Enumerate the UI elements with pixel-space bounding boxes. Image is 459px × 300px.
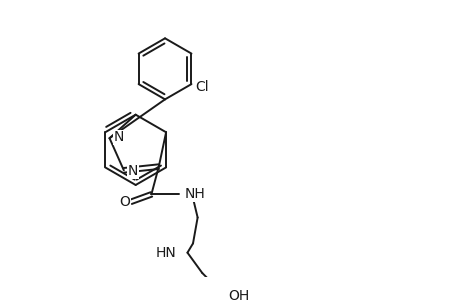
Text: HN: HN — [155, 246, 176, 260]
Text: NH: NH — [184, 188, 205, 201]
Text: OH: OH — [228, 289, 249, 300]
Text: N: N — [127, 164, 138, 178]
Text: Cl: Cl — [195, 80, 208, 94]
Text: N: N — [113, 130, 123, 144]
Text: O: O — [119, 195, 130, 209]
